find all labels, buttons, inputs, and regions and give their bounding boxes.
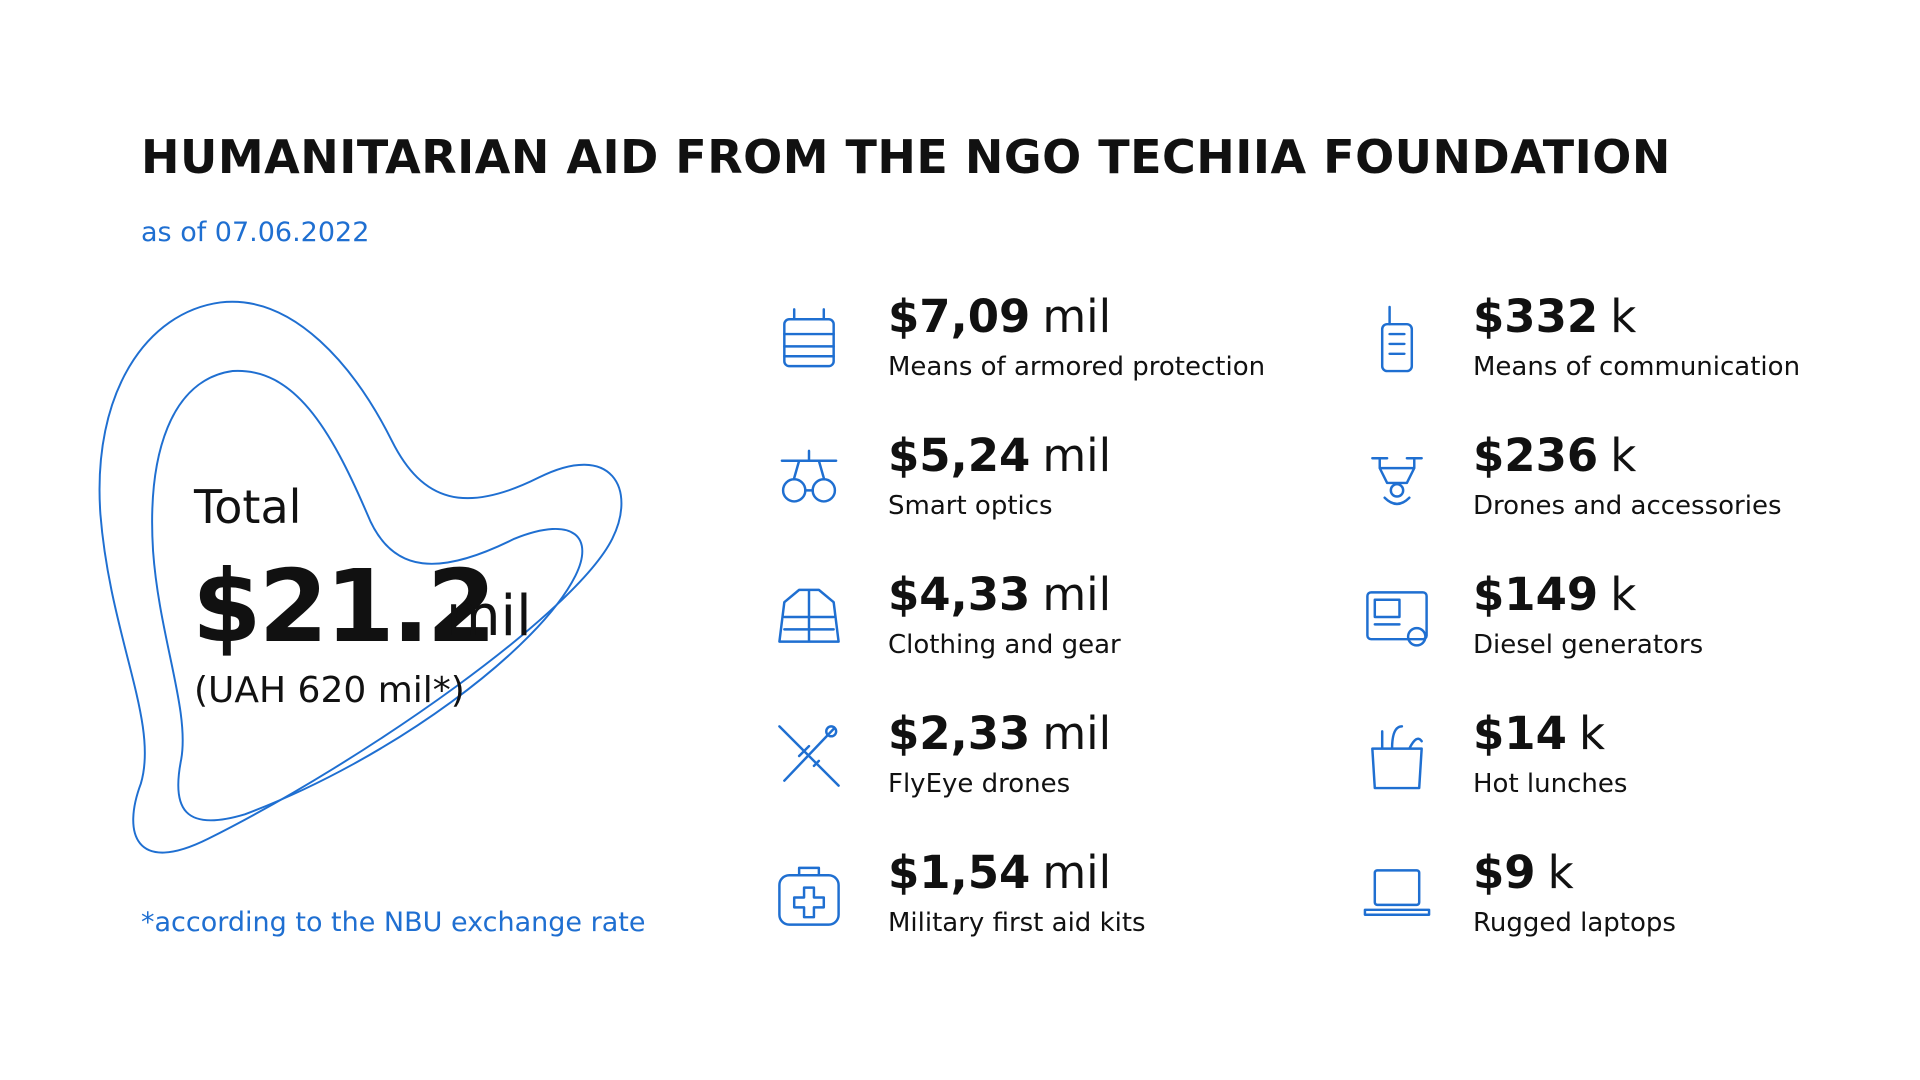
item-label: Military first aid kits [888, 908, 1146, 938]
item-amount: $14 [1473, 707, 1567, 760]
item-icon [780, 449, 838, 503]
item-unit: k [1610, 290, 1637, 343]
item-amount: $5,24 [888, 429, 1031, 482]
item-amount-line: $7,09 mil [888, 290, 1111, 343]
item-unit: mil [1042, 707, 1112, 760]
item-amount-line: $236 k [1473, 429, 1636, 482]
item-label: Means of armored protection [888, 352, 1266, 382]
footnote: *according to the NBU exchange rate [141, 907, 646, 938]
item-amount-line: $1,54 mil [888, 846, 1111, 899]
item-amount: $4,33 [888, 568, 1031, 621]
item-amount-line: $5,24 mil [888, 429, 1111, 482]
item-amount: $332 [1473, 290, 1599, 343]
total-note: (UAH 620 mil*) [194, 670, 465, 711]
title: HUMANITARIAN AID FROM THE NGO TECHIIA FO… [141, 130, 1671, 184]
item-amount-line: $2,33 mil [888, 707, 1111, 760]
total-amount: $21.2 [192, 548, 496, 665]
item-icon [778, 588, 840, 643]
item-amount: $9 [1473, 846, 1536, 899]
item-amount: $149 [1473, 568, 1599, 621]
item-unit: k [1610, 429, 1637, 482]
item-label: FlyEye drones [888, 769, 1071, 799]
item-icon [1371, 725, 1423, 790]
item-unit: k [1610, 568, 1637, 621]
item-unit: k [1547, 846, 1574, 899]
item-amount: $1,54 [888, 846, 1031, 899]
subtitle: as of 07.06.2022 [141, 217, 370, 248]
blob-outline [98, 300, 623, 854]
item-icon [778, 866, 840, 926]
item-icon [1380, 305, 1414, 373]
item-amount-line: $4,33 mil [888, 568, 1111, 621]
item-unit: mil [1042, 290, 1112, 343]
item-label: Drones and accessories [1473, 491, 1782, 521]
item-amount: $236 [1473, 429, 1599, 482]
item-label: Rugged laptops [1473, 908, 1676, 938]
item-unit: k [1578, 707, 1605, 760]
item-label: Means of communication [1473, 352, 1801, 382]
item-amount-line: $14 k [1473, 707, 1605, 760]
item-icon [1371, 457, 1423, 506]
total-unit: mil [446, 584, 532, 649]
item-unit: mil [1042, 568, 1112, 621]
item-amount: $7,09 [888, 290, 1031, 343]
item-icon [783, 308, 835, 368]
item-amount-line: $9 k [1473, 846, 1574, 899]
item-label: Diesel generators [1473, 630, 1704, 660]
item-icon [1366, 591, 1428, 647]
total-label: Total [194, 480, 302, 534]
item-amount: $2,33 [888, 707, 1031, 760]
item-unit: mil [1042, 429, 1112, 482]
item-icon [1363, 869, 1431, 916]
item-amount-line: $149 k [1473, 568, 1636, 621]
item-label: Smart optics [888, 491, 1053, 521]
item-icon [778, 725, 840, 787]
item-unit: mil [1042, 846, 1112, 899]
item-label: Hot lunches [1473, 769, 1628, 799]
item-amount-line: $332 k [1473, 290, 1636, 343]
item-label: Clothing and gear [888, 630, 1121, 660]
